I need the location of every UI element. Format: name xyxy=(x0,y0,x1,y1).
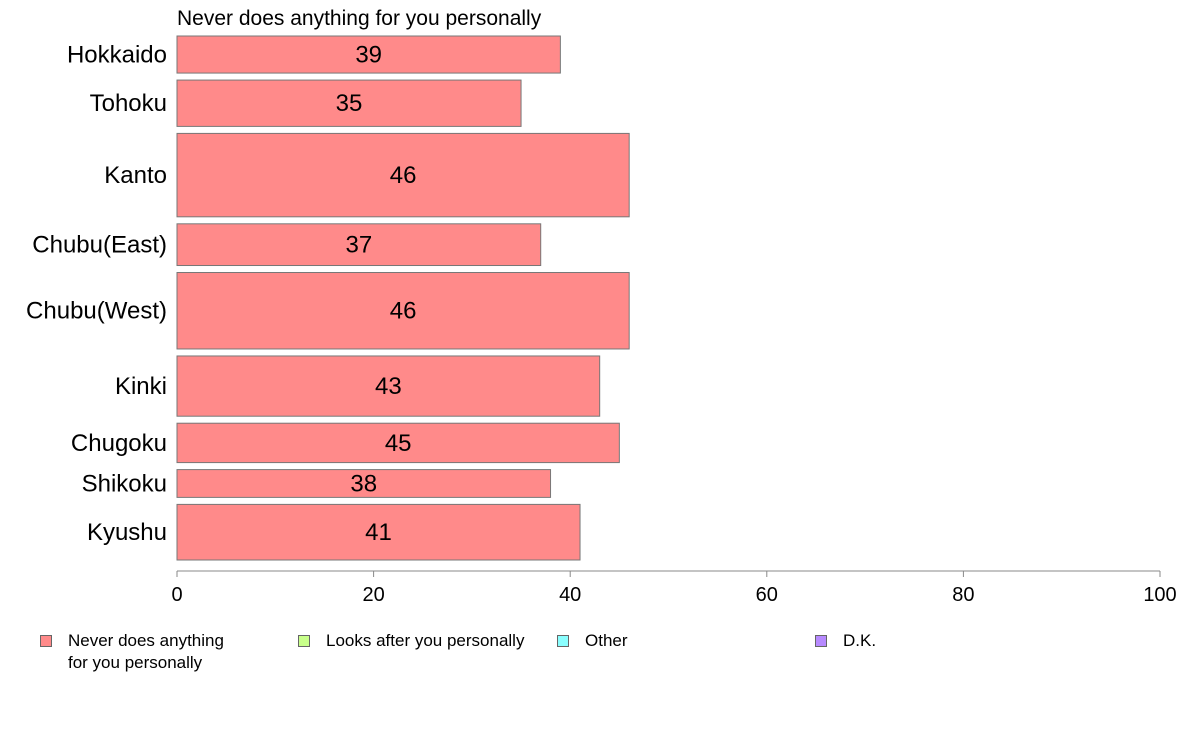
bar-chart: Never does anything for you personally 3… xyxy=(26,7,1177,606)
legend-item-never: Never does anything for you personally xyxy=(40,630,224,674)
x-tick-label-60: 60 xyxy=(756,584,778,606)
category-label-chugoku: Chugoku xyxy=(71,430,167,457)
legend-item-looks-after: Looks after you personally xyxy=(298,630,524,652)
legend-swatch-other xyxy=(557,635,569,647)
legend-label-other: Other xyxy=(585,631,628,650)
x-tick-label-40: 40 xyxy=(559,584,581,606)
category-label-kinki: Kinki xyxy=(115,373,167,400)
legend-label-never: Never does anything for you personally xyxy=(68,631,224,672)
category-label-hokkaido: Hokkaido xyxy=(67,42,167,69)
legend-label-looks-after: Looks after you personally xyxy=(326,631,525,650)
x-tick-label-80: 80 xyxy=(952,584,974,606)
category-label-kyushu: Kyushu xyxy=(87,519,167,546)
legend-swatch-looks-after xyxy=(298,635,310,647)
category-label-tohoku: Tohoku xyxy=(90,90,167,117)
data-label-kanto: 46 xyxy=(390,162,417,189)
bar-tohoku xyxy=(176,79,522,127)
legend: Never does anything for you personally L… xyxy=(0,620,1188,680)
legend-swatch-dk xyxy=(815,635,827,647)
data-label-tohoku: 35 xyxy=(336,90,363,117)
bar-chugoku xyxy=(176,422,620,464)
bar-kyushu xyxy=(176,503,581,561)
x-tick-label-0: 0 xyxy=(171,584,182,606)
category-label-kanto: Kanto xyxy=(104,162,167,189)
bar-kanto xyxy=(176,132,630,218)
data-label-chugoku: 45 xyxy=(385,430,412,457)
legend-label-dk: D.K. xyxy=(843,631,877,650)
legend-item-dk: D.K. xyxy=(815,630,876,652)
bar-chubu-west xyxy=(176,272,630,350)
bar-shikoku xyxy=(176,469,552,498)
bar-hokkaido xyxy=(176,35,561,74)
chart-title: Never does anything for you personally xyxy=(177,7,542,30)
legend-swatch-never xyxy=(40,635,52,647)
x-tick-label-20: 20 xyxy=(362,584,384,606)
data-label-chubu-east: 37 xyxy=(346,232,373,259)
x-tick-label-100: 100 xyxy=(1143,584,1176,606)
data-label-kinki: 43 xyxy=(375,373,402,400)
data-label-kyushu: 41 xyxy=(365,519,392,546)
data-label-chubu-west: 46 xyxy=(390,298,417,325)
data-label-shikoku: 38 xyxy=(350,470,377,497)
legend-item-other: Other xyxy=(557,630,628,652)
category-label-shikoku: Shikoku xyxy=(82,470,167,497)
data-label-hokkaido: 39 xyxy=(355,42,382,69)
bar-chubu-east xyxy=(176,223,542,267)
bar-kinki xyxy=(176,355,601,417)
category-label-chubu-west: Chubu(West) xyxy=(26,298,167,325)
category-label-chubu-east: Chubu(East) xyxy=(32,232,167,259)
